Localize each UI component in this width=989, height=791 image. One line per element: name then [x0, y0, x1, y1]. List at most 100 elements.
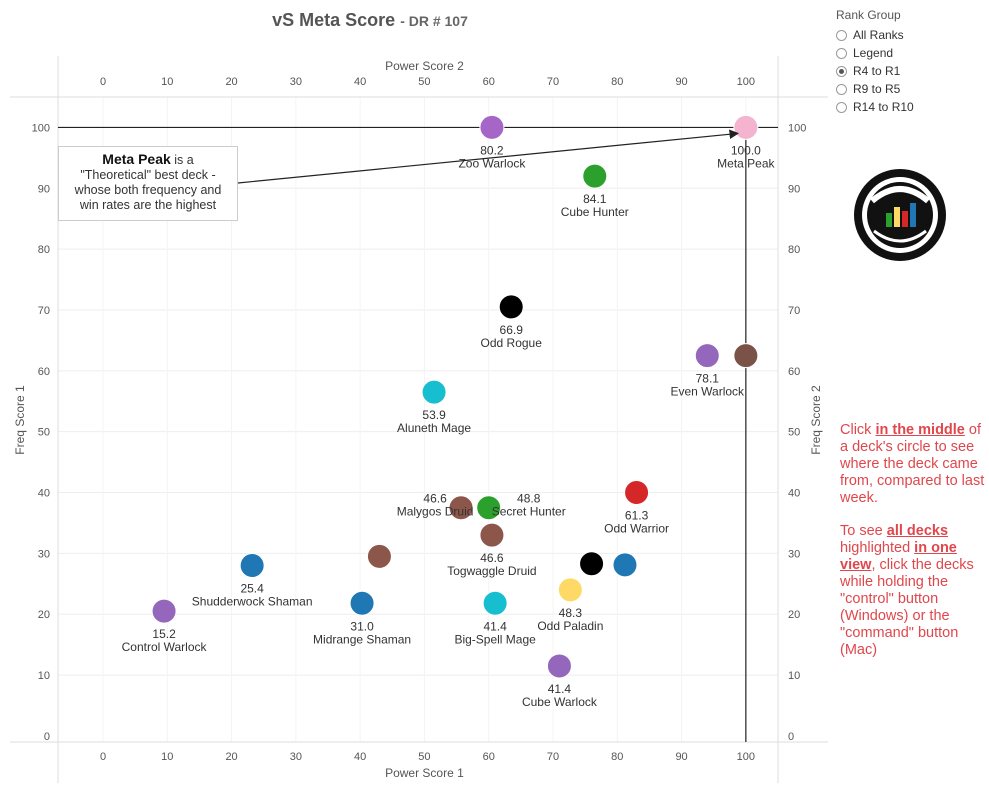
y-axis-title-right: Freq Score 2	[809, 385, 823, 455]
rank-group-title: Rank Group	[836, 8, 901, 22]
point-score-label: 41.4	[483, 619, 507, 633]
title-text: vS Meta Score	[272, 10, 396, 30]
y-tick-label-right: 30	[788, 548, 800, 560]
axes: 0 0 10 10 20 20 30 30 40 40 50 50 60 60 70 70 80 80 90 90 10…	[10, 56, 828, 783]
callout-line1: is a	[174, 153, 194, 167]
data-point[interactable]	[612, 552, 638, 578]
rank-option[interactable]: R9 to R5	[836, 80, 914, 98]
y-tick-label-right: 40	[788, 488, 800, 500]
data-reaper-logo	[854, 169, 946, 261]
y-tick-label-right: 80	[788, 244, 800, 256]
rank-option[interactable]: Legend	[836, 44, 914, 62]
rank-option[interactable]: R4 to R1	[836, 62, 914, 80]
x-tick-label-bottom: 20	[225, 751, 237, 763]
rank-group-filter: Rank Group All Ranks Legend R4 to R1 R9 to …	[836, 8, 914, 116]
x-tick-label-bottom: 100	[737, 751, 755, 763]
y-tick-label-left: 0	[44, 731, 50, 743]
point-score-label: 61.3	[625, 509, 649, 523]
y-tick-label-right: 70	[788, 305, 800, 317]
instructions-p2: To see all decks highlighted in one view…	[840, 523, 974, 658]
y-tick-label-left: 10	[38, 670, 50, 682]
radio-button[interactable]	[836, 83, 847, 95]
data-point[interactable]	[733, 114, 759, 140]
data-point[interactable]	[624, 480, 650, 506]
point-score-label: 78.1	[696, 372, 720, 386]
point-score-label: 100.0	[731, 143, 761, 157]
data-point[interactable]	[733, 343, 759, 369]
x-tick-label-bottom: 40	[354, 751, 366, 763]
x-tick-label-top: 30	[290, 76, 302, 88]
callout-line4: win rates are the highest	[79, 198, 217, 212]
callout-line3: whose both frequency and	[74, 183, 222, 197]
point-score-label: 80.2	[480, 143, 504, 157]
y-tick-label-right: 20	[788, 609, 800, 621]
point-name-label: Odd Paladin	[537, 619, 603, 633]
data-point[interactable]	[366, 543, 392, 569]
data-point[interactable]	[476, 495, 502, 521]
x-tick-label-top: 10	[161, 76, 173, 88]
y-tick-label-left: 50	[38, 427, 50, 439]
point-score-label: 84.1	[583, 192, 607, 206]
y-axis-title-left: Freq Score 1	[13, 385, 27, 455]
radio-button[interactable]	[836, 65, 847, 77]
point-name-label: Cube Warlock	[522, 695, 598, 709]
y-tick-label-left: 70	[38, 305, 50, 317]
data-point[interactable]	[239, 553, 265, 579]
chart-title: vS Meta Score - DR # 107	[0, 10, 740, 31]
x-tick-label-bottom: 0	[100, 751, 106, 763]
y-tick-label-left: 80	[38, 244, 50, 256]
x-tick-label-bottom: 80	[611, 751, 623, 763]
x-tick-label-top: 50	[418, 76, 430, 88]
rank-option-label: R9 to R5	[853, 82, 901, 96]
point-name-label: Midrange Shaman	[313, 632, 411, 646]
x-tick-label-top: 0	[100, 76, 106, 88]
instructions-p1: Click in the middle of a deck's circle t…	[840, 422, 985, 506]
rank-option[interactable]: All Ranks	[836, 26, 914, 44]
radio-button[interactable]	[836, 101, 847, 113]
data-point[interactable]	[579, 551, 605, 577]
point-score-label: 48.3	[559, 606, 583, 620]
data-point[interactable]	[151, 598, 177, 624]
point-name-label: Meta Peak	[717, 156, 775, 170]
y-tick-label-left: 100	[32, 122, 50, 134]
point-score-label: 46.6	[423, 492, 447, 506]
point-score-label: 53.9	[422, 408, 446, 422]
point-name-label: Secret Hunter	[492, 505, 566, 519]
point-score-label: 66.9	[500, 323, 524, 337]
rank-option-label: All Ranks	[853, 28, 904, 42]
data-point[interactable]	[694, 343, 720, 369]
data-point[interactable]	[421, 379, 447, 405]
data-point[interactable]	[448, 495, 474, 521]
data-point[interactable]	[546, 653, 572, 679]
radio-button[interactable]	[836, 47, 847, 59]
point-score-label: 46.6	[480, 551, 504, 565]
instructions: Click in the middle of a deck's circle t…	[840, 422, 985, 675]
rank-option[interactable]: R14 to R10	[836, 98, 914, 116]
y-tick-label-right: 100	[788, 122, 806, 134]
callout-arrow	[237, 129, 740, 184]
point-name-label: Aluneth Mage	[397, 421, 471, 435]
x-tick-label-top: 80	[611, 76, 623, 88]
radio-button[interactable]	[836, 29, 847, 41]
x-tick-label-top: 20	[225, 76, 237, 88]
point-name-label: Malygos Druid	[397, 505, 474, 519]
data-point[interactable]	[582, 163, 608, 189]
y-tick-label-right: 50	[788, 427, 800, 439]
y-tick-label-left: 30	[38, 548, 50, 560]
data-point[interactable]	[482, 590, 508, 616]
meta-peak-callout: Meta Peak is a "Theoretical" best deck -…	[58, 146, 238, 221]
callout-bold: Meta Peak	[102, 151, 171, 167]
point-name-label: Odd Rogue	[481, 336, 543, 350]
data-point[interactable]	[349, 590, 375, 616]
data-point[interactable]	[479, 114, 505, 140]
rank-option-label: R4 to R1	[853, 64, 901, 78]
data-point[interactable]	[479, 522, 505, 548]
data-point[interactable]	[498, 294, 524, 320]
x-tick-label-bottom: 50	[418, 751, 430, 763]
point-name-label: Control Warlock	[122, 640, 208, 654]
point-score-label: 25.4	[240, 582, 264, 596]
data-point[interactable]	[557, 577, 583, 603]
callout-arrow-line	[237, 129, 740, 184]
y-tick-label-left: 20	[38, 609, 50, 621]
point-name-label: Odd Warrior	[604, 522, 669, 536]
